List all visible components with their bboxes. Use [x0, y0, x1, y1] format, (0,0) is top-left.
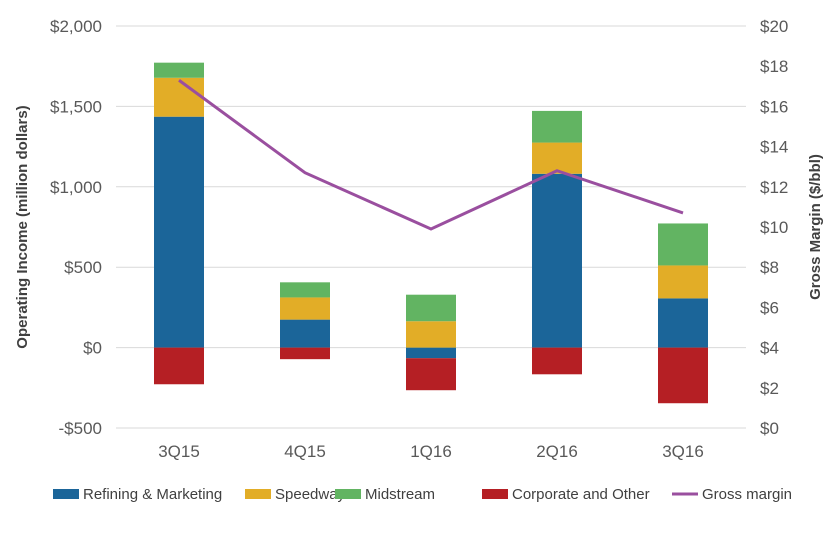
y-right-tick-label: $12: [760, 178, 788, 197]
y-right-tick-label: $16: [760, 97, 788, 116]
bar-segment: [658, 298, 708, 348]
bar-segment: [658, 347, 708, 404]
bar-segment: [280, 282, 330, 298]
bar-segment: [280, 347, 330, 360]
bar-segment: [154, 116, 204, 348]
legend-label: Refining & Marketing: [83, 486, 222, 503]
y-right-tick-label: $6: [760, 298, 779, 317]
legend-label: Corporate and Other: [512, 486, 650, 503]
y-axis-title: Operating Income (million dollars): [14, 105, 31, 348]
bar-segment: [280, 319, 330, 348]
bar-segment: [532, 142, 582, 174]
x-tick-label: 3Q16: [662, 442, 704, 461]
bar-segment: [280, 297, 330, 320]
bar-segment: [658, 265, 708, 299]
y-tick-label: $2,000: [50, 17, 102, 36]
y-tick-label: $1,000: [50, 178, 102, 197]
legend-label: Midstream: [365, 486, 435, 503]
legend-label: Speedway: [275, 486, 346, 503]
y-right-tick-label: $20: [760, 17, 788, 36]
legend-label: Gross margin: [702, 486, 792, 503]
bar-segment: [406, 321, 456, 348]
bar-segment: [406, 358, 456, 391]
y-tick-label: $0: [83, 339, 102, 358]
bar-segment: [658, 223, 708, 266]
y-axis-right-title: Gross Margin ($/bbl): [807, 154, 824, 300]
y-right-tick-label: $0: [760, 419, 779, 438]
legend-swatch: [53, 489, 79, 499]
y-right-tick-label: $8: [760, 258, 779, 277]
x-tick-label: 3Q15: [158, 442, 200, 461]
x-tick-label: 1Q16: [410, 442, 452, 461]
bar-segment: [154, 77, 204, 117]
bar-segment: [154, 347, 204, 385]
y-right-tick-label: $4: [760, 339, 779, 358]
bar-segment: [406, 294, 456, 322]
x-tick-label: 4Q15: [284, 442, 326, 461]
legend-swatch: [335, 489, 361, 499]
bar-segment: [154, 62, 204, 78]
legend-swatch: [245, 489, 271, 499]
y-right-tick-label: $10: [760, 218, 788, 237]
y-tick-label: $1,500: [50, 97, 102, 116]
y-right-tick-label: $14: [760, 138, 788, 157]
x-tick-label: 2Q16: [536, 442, 578, 461]
bar-segment: [532, 173, 582, 348]
bar-segment: [406, 347, 456, 359]
y-right-tick-label: $2: [760, 379, 779, 398]
bar-segment: [532, 347, 582, 375]
legend-swatch: [482, 489, 508, 499]
y-right-tick-label: $18: [760, 57, 788, 76]
gross-margin-line: [178, 79, 684, 231]
bar-segment: [532, 110, 582, 143]
y-tick-label: $500: [64, 258, 102, 277]
y-tick-label: -$500: [59, 419, 102, 438]
